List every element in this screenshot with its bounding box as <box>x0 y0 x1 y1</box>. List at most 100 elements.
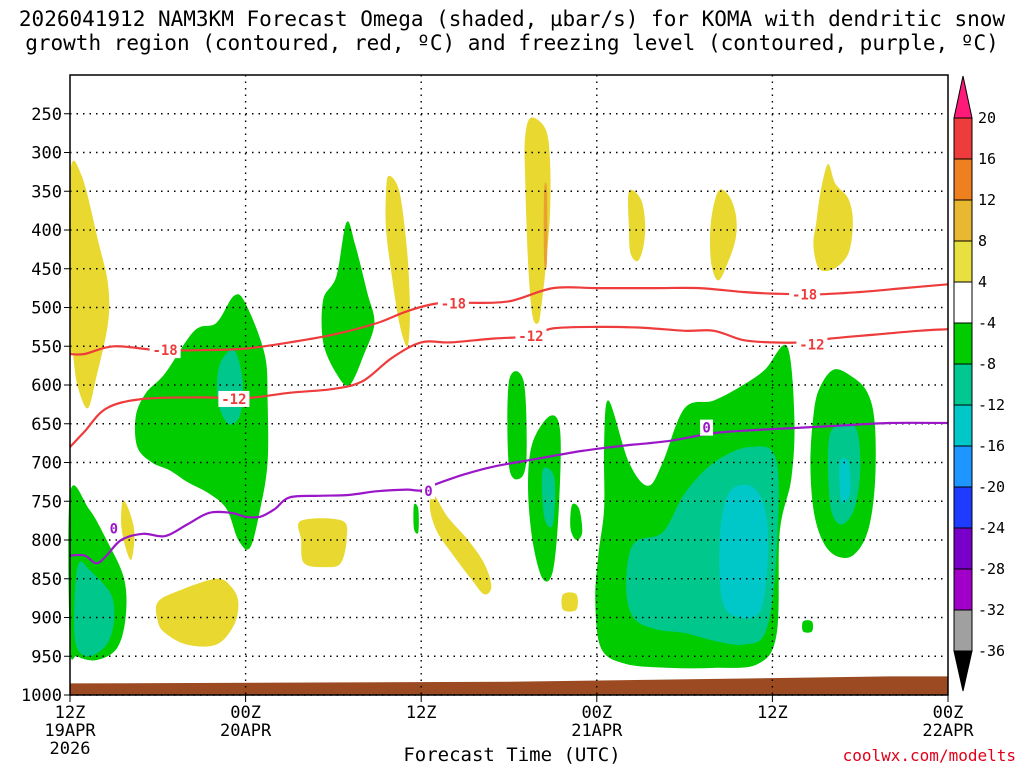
y-tick-label: 450 <box>31 260 62 280</box>
temperature-contours: -18 -18 -18 -12 -12 -12 0 0 0 <box>69 283 949 565</box>
colorbar-swatch <box>953 609 973 652</box>
contour-label-bg <box>149 342 181 359</box>
colorbar-label: -20 <box>978 478 1005 496</box>
ground-fill <box>70 676 948 695</box>
y-tick-label: 700 <box>31 454 62 474</box>
contour-label-bg <box>437 295 469 312</box>
colorbar-swatch <box>953 568 973 611</box>
omega-shaded-regions <box>68 117 876 669</box>
omega-region <box>524 117 551 324</box>
omega-region <box>68 160 110 409</box>
omega-region <box>541 467 556 528</box>
chart-title-line1: 2026041912 NAM3KM Forecast Omega (shaded… <box>18 7 1006 31</box>
contour-label-bg <box>422 483 436 500</box>
y-tick-label: 900 <box>31 609 62 629</box>
y-tick-label: 650 <box>31 415 62 435</box>
colorbar-label: -4 <box>978 314 996 332</box>
y-tick-label: 550 <box>31 337 62 357</box>
omega-region <box>241 345 251 375</box>
omega-region <box>813 164 853 272</box>
colorbar-label: 12 <box>978 191 996 209</box>
omega-region <box>155 578 239 647</box>
contour-label-bg <box>107 520 121 537</box>
colorbar-swatch <box>953 486 973 529</box>
omega-region <box>839 458 851 504</box>
colorbar-swatch <box>953 117 973 160</box>
colorbar-swatch <box>953 281 973 324</box>
chart-title-line2: growth region (contoured, red, ºC) and f… <box>25 31 999 55</box>
colorbar-swatch-bottom <box>953 650 973 692</box>
y-tick-label: 750 <box>31 492 62 512</box>
contour-label: -12 <box>221 392 246 408</box>
x-tick-label: 19APR <box>44 721 96 741</box>
colorbar-label: -32 <box>978 601 1005 619</box>
colorbar-label: 20 <box>978 109 996 127</box>
omega-region <box>710 189 737 281</box>
contour-label-bg <box>515 328 547 345</box>
colorbar-swatch <box>953 404 973 447</box>
omega-region <box>413 503 419 534</box>
y-tick-label: 950 <box>31 647 62 667</box>
x-tick-label: 12Z <box>55 703 86 723</box>
colorbar-swatch <box>953 240 973 283</box>
contour-label: -18 <box>441 297 466 313</box>
x-tick-label: 2026 <box>50 739 91 759</box>
x-axis-label: Forecast Time (UTC) <box>403 744 621 766</box>
omega-region <box>570 503 583 541</box>
colorbar-swatch <box>953 445 973 488</box>
y-tick-label: 800 <box>31 531 62 551</box>
omega-region <box>561 592 578 612</box>
contour-label-bg <box>789 286 821 303</box>
contour-label: -18 <box>792 287 817 303</box>
omega-region <box>298 518 348 568</box>
y-tick-label: 850 <box>31 570 62 590</box>
omega-region <box>121 500 135 560</box>
y-tick-label: 400 <box>31 221 62 241</box>
colorbar-label: -24 <box>978 519 1005 537</box>
y-tick-label: 500 <box>31 299 62 319</box>
omega-region <box>385 175 410 347</box>
contour-label-bg <box>218 390 250 407</box>
x-tick-label: 00Z <box>581 703 612 723</box>
omega-region <box>321 221 375 386</box>
colorbar-swatch <box>953 158 973 201</box>
x-tick-label: 21APR <box>571 721 623 741</box>
y-tick-label: 250 <box>31 105 62 125</box>
omega-region <box>543 182 548 270</box>
ground-layer <box>70 676 948 695</box>
y-tick-label: 1000 <box>21 686 62 706</box>
colorbar-swatch <box>953 363 973 406</box>
contour-label: -12 <box>518 329 543 345</box>
colorbar-label: -12 <box>978 396 1005 414</box>
colorbar-swatch-top <box>953 75 973 119</box>
contour-label: 0 <box>424 484 432 500</box>
colorbar-label: 8 <box>978 232 987 250</box>
y-tick-label: 600 <box>31 376 62 396</box>
x-tick-label: 20APR <box>220 721 272 741</box>
colorbar-label: 4 <box>978 273 987 291</box>
x-tick-label: 00Z <box>933 703 964 723</box>
y-tick-label: 350 <box>31 182 62 202</box>
contour-label: 0 <box>110 521 118 537</box>
x-tick-label: 12Z <box>757 703 788 723</box>
site-credit[interactable]: coolwx.com/modelts <box>842 746 1016 765</box>
contour-label: 0 <box>702 421 710 437</box>
omega-region <box>802 620 814 633</box>
x-tick-label: 00Z <box>230 703 261 723</box>
colorbar-label: 16 <box>978 150 996 168</box>
contour-label-bg <box>700 419 714 436</box>
omega-region <box>507 371 527 480</box>
x-tick-label: 12Z <box>406 703 437 723</box>
omega-region <box>429 493 492 595</box>
colorbar-label: -36 <box>978 642 1005 660</box>
omega-region <box>73 561 115 657</box>
omega-colorbar: 20 16 12 8 4 -4 -8 -12 -16 -20 -24 -28 -32 -36 <box>953 75 1005 692</box>
contour-label-bg <box>796 336 828 353</box>
colorbar-label: -8 <box>978 355 996 373</box>
colorbar-swatch <box>953 527 973 570</box>
x-tick-label: 22APR <box>922 721 974 741</box>
y-axis-pressure-ticks: 250 300 350 400 450 500 550 600 650 700 750 800 850 9… <box>21 105 70 706</box>
contour-label: -12 <box>799 338 824 354</box>
colorbar-label: -16 <box>978 437 1005 455</box>
